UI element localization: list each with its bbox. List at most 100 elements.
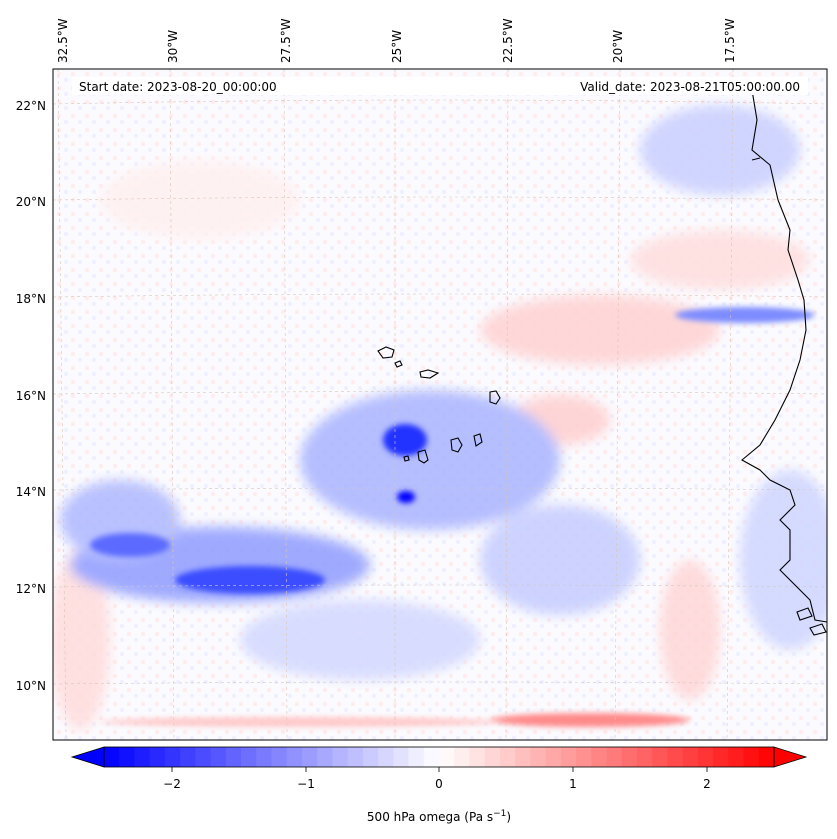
colorbar-max-extend — [773, 746, 808, 768]
lat-label: 18°N — [16, 292, 46, 306]
colorbar-cell — [408, 747, 425, 767]
colorbar-cell — [241, 747, 257, 767]
positive-band — [100, 717, 500, 727]
colorbar-cell — [439, 747, 455, 767]
lon-label: 25°W — [390, 30, 404, 63]
negative-region — [640, 105, 800, 195]
colorbar-cell — [393, 747, 409, 767]
start-date-label: Start date: 2023-08-20_00:00:00 — [79, 80, 277, 94]
colorbar-cell — [499, 747, 516, 767]
colorbar-cell — [484, 747, 501, 767]
colorbar-ticks — [171, 767, 708, 772]
colorbar-cell — [591, 747, 607, 767]
colorbar-cell — [728, 747, 744, 767]
colorbar-title: 500 hPa omega (Pa s−1) — [367, 809, 511, 824]
bissagos-coast — [796, 607, 827, 636]
negative-region — [740, 470, 827, 650]
colorbar-cell — [515, 747, 531, 767]
strong-ascent — [397, 491, 415, 503]
colorbar-cell — [469, 747, 486, 767]
lat-label: 20°N — [16, 195, 46, 209]
colorbar-cell — [347, 747, 364, 767]
negative-region — [240, 600, 480, 680]
colorbar-tick-label: 0 — [435, 777, 443, 791]
positive-band — [490, 713, 690, 727]
positive-region — [53, 550, 110, 730]
lon-label: 20°W — [611, 30, 625, 63]
lat-labels: 22°N 20°N 18°N 16°N 14°N 12°N 10°N — [16, 99, 46, 693]
colorbar-cell — [576, 747, 592, 767]
colorbar-cell — [286, 747, 303, 767]
colorbar-cell — [180, 747, 196, 767]
lat-label: 22°N — [16, 99, 46, 113]
map-frame — [52, 68, 828, 741]
colorbar-cell — [667, 747, 684, 767]
colorbar-cell — [758, 747, 775, 767]
strong-ascent — [383, 424, 427, 456]
colorbar-cell — [423, 747, 440, 767]
island-santo-antao — [377, 346, 395, 359]
colorbar-cell — [195, 747, 211, 767]
colorbar-cell — [256, 747, 272, 767]
lat-label: 16°N — [16, 389, 46, 403]
island-sao-nicolau — [419, 369, 440, 379]
lon-label: 17.5°W — [723, 18, 737, 63]
colorbar-cell — [104, 747, 120, 767]
colorbar-tick-label: 2 — [703, 777, 711, 791]
lon-label: 32.5°W — [56, 18, 70, 63]
colorbar-cell — [378, 747, 394, 767]
strong-ascent — [90, 533, 170, 557]
coastlines — [377, 89, 827, 636]
negative-region — [480, 505, 640, 615]
lon-labels: 32.5°W 30°W 27.5°W 25°W 22.5°W 20°W 17.5… — [56, 18, 737, 63]
colorbar-cell — [530, 747, 546, 767]
island-boa-vista — [473, 433, 483, 447]
colorbar-tick-label: −1 — [297, 777, 315, 791]
colorbar-cell — [606, 747, 623, 767]
island-maio — [450, 437, 463, 453]
colorbar-cell — [697, 747, 714, 767]
colorbar-cell — [454, 747, 470, 767]
positive-region — [660, 560, 720, 700]
colorbar-cell — [682, 747, 699, 767]
colorbar-cell — [149, 747, 166, 767]
header-band — [72, 77, 808, 95]
positive-region — [100, 160, 300, 240]
colorbar-cell — [119, 747, 135, 767]
lon-label: 30°W — [166, 30, 180, 63]
positive-region — [630, 230, 810, 290]
map-panel — [53, 69, 827, 740]
colorbar-cell — [652, 747, 668, 767]
colorbar-cell — [134, 747, 151, 767]
colorbar-min-extend — [70, 746, 105, 768]
island-sao-vicente — [394, 360, 403, 368]
positive-region — [480, 295, 720, 365]
colorbar-cell — [271, 747, 288, 767]
africa-coastline — [751, 157, 761, 161]
graticule — [53, 69, 827, 740]
island-fogo — [403, 455, 410, 462]
lat-label: 12°N — [16, 582, 46, 596]
colorbar-tick-label: −2 — [163, 777, 181, 791]
lat-label: 14°N — [16, 485, 46, 499]
colorbar-cells — [104, 747, 775, 767]
colorbar-cell — [164, 747, 181, 767]
colorbar-cell — [743, 747, 760, 767]
colorbar-cell — [225, 747, 242, 767]
negative-region — [300, 390, 560, 530]
colorbar-cell — [636, 747, 653, 767]
colorbar-tick-label: 1 — [569, 777, 577, 791]
colorbar-cell — [210, 747, 227, 767]
africa-coastline — [741, 89, 827, 623]
colorbar-cell — [332, 747, 349, 767]
colorbar-cell — [301, 747, 318, 767]
colorbar-cell — [713, 747, 729, 767]
lat-label: 10°N — [16, 679, 46, 693]
colorbar: −2 −1 0 1 2 500 hPa omega (Pa s−1) — [70, 746, 808, 824]
colorbar-cell — [621, 747, 638, 767]
lon-label: 22.5°W — [501, 18, 515, 63]
island-santiago — [417, 449, 429, 464]
colorbar-cell — [317, 747, 333, 767]
colorbar-cell — [362, 747, 379, 767]
